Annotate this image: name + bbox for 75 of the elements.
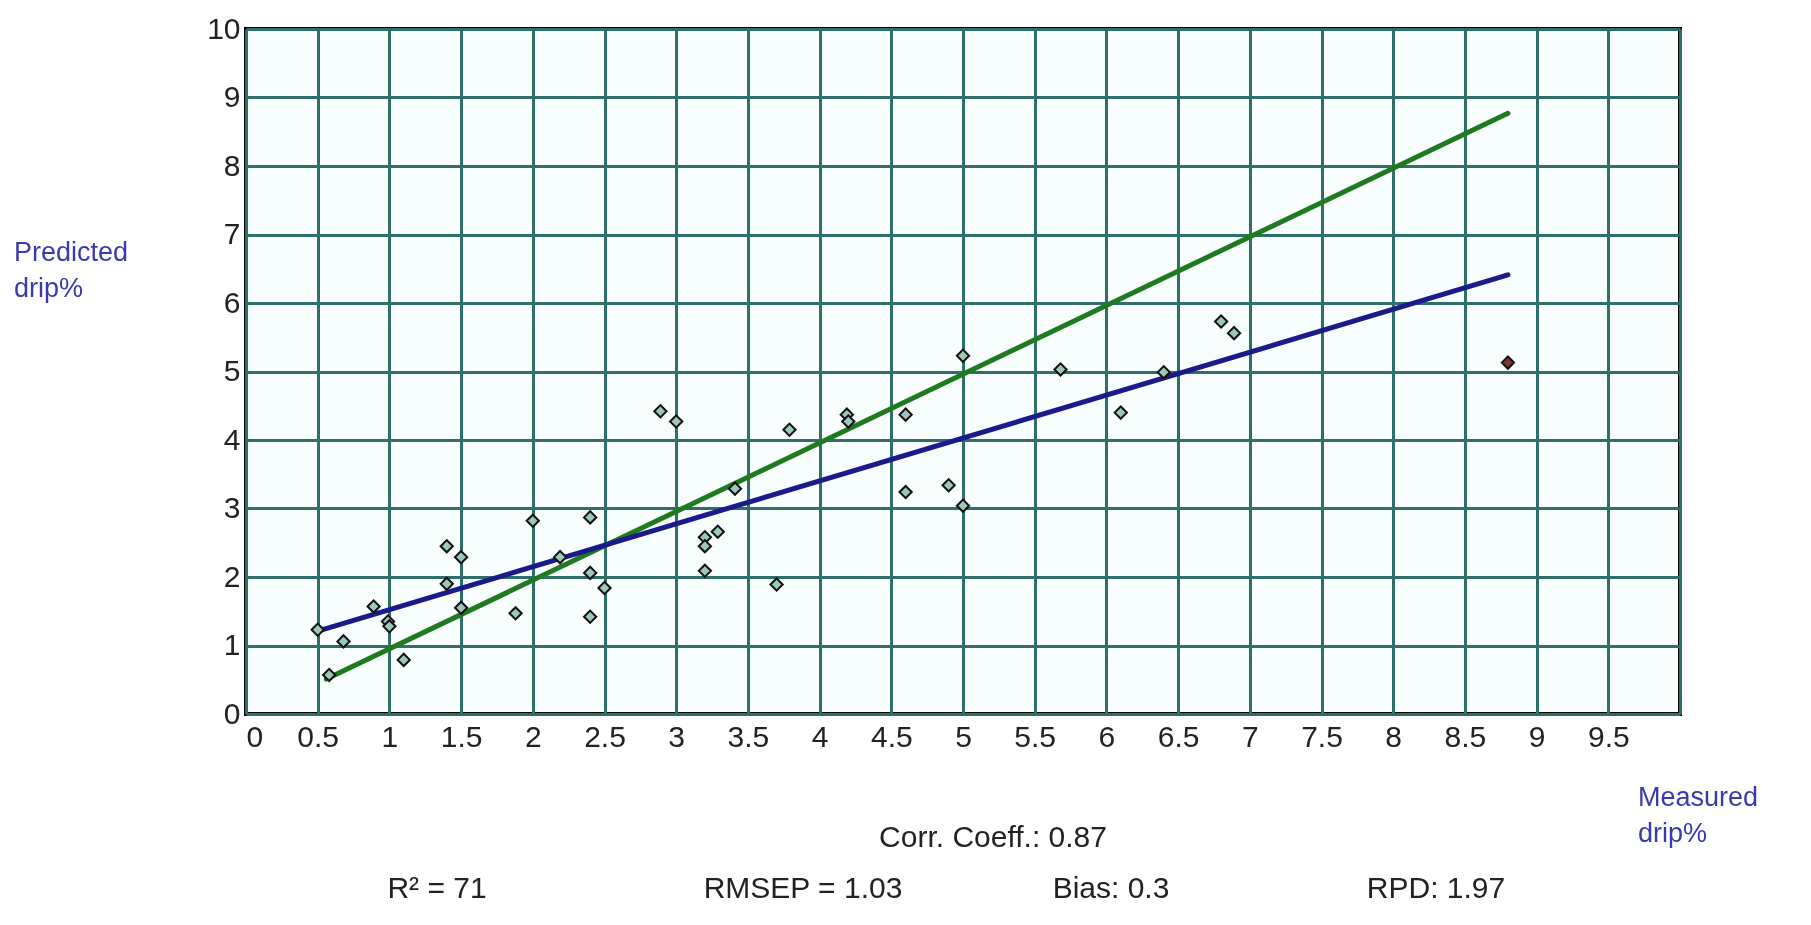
x-axis-title: Measured drip% [1638,782,1759,848]
x-tick-label: 4 [811,719,829,753]
x-tick-label: 6.5 [1157,719,1200,753]
point [453,550,469,565]
text: R² = 71 [387,871,487,904]
y-tick-label: 7 [223,217,241,250]
point [396,652,411,668]
x-tick-label: 7 [1241,719,1259,753]
x-tick-label: 4.5 [870,719,913,753]
y-tick-label: 0 [223,696,241,730]
point [653,404,668,419]
point [597,580,612,596]
point [1500,355,1516,370]
x-tick-label: 3.5 [727,719,770,753]
point [508,606,523,621]
point [1156,365,1171,380]
point [727,481,743,496]
point [439,539,454,554]
y-tick-label: 1 [223,628,241,661]
point [382,619,397,634]
x-tick-label: 2 [524,719,542,753]
point [336,634,351,649]
point [697,563,712,578]
point [525,513,540,528]
point [697,539,712,554]
point [841,414,856,429]
y-axis-title: Predicted drip% [14,237,129,303]
y-tick-label: 3 [223,491,241,524]
x-tick-label: 9.5 [1587,719,1630,753]
x-tick-label: 9 [1528,719,1546,753]
x-tick-label: 5 [955,719,972,753]
point [1214,314,1229,329]
y-tick-label: 5 [223,354,241,387]
y-tick-label: 6 [223,285,241,319]
x-tick-label: 6 [1098,719,1116,753]
point [552,550,568,565]
point [782,422,797,437]
point [941,478,956,493]
point [769,577,784,592]
x-tick-label: 0.5 [297,719,340,753]
text: RPD: 1.97 [1366,871,1506,904]
y-tick-label: 10 [207,11,241,45]
point [898,484,913,500]
x-tick-label: 2.5 [584,719,626,753]
text: Corr. Coeff.: 0.87 [879,820,1107,853]
x-tick-label: 8 [1385,719,1403,753]
point [669,414,684,429]
y-tick-label: 4 [223,422,241,456]
point [310,622,325,637]
y-tick-label: 2 [223,559,241,593]
x-tick-label: 5.5 [1014,719,1057,753]
point [710,524,725,539]
x-tick-label: 1.5 [440,719,483,753]
point [898,407,913,422]
y-tick-label: 8 [223,148,241,182]
point [322,667,337,683]
text: Bias: 0.3 [1052,871,1170,904]
x-tick-label: 7.5 [1301,719,1343,753]
point [439,576,454,591]
x-tick-label: 8.5 [1444,719,1487,753]
y-tick-label: 9 [223,80,241,113]
point [583,510,598,525]
x-tick-label: 1 [381,719,399,753]
point [453,600,469,615]
text: RMSEP = 1.03 [703,871,903,904]
point [1226,326,1242,341]
x-tick-label: 0 [246,719,264,753]
point [1053,362,1068,377]
point [1113,405,1128,420]
x-tick-label: 3 [668,719,686,753]
point [955,348,971,363]
point [583,565,598,581]
point [366,599,381,614]
point [583,609,598,624]
point [955,498,971,513]
